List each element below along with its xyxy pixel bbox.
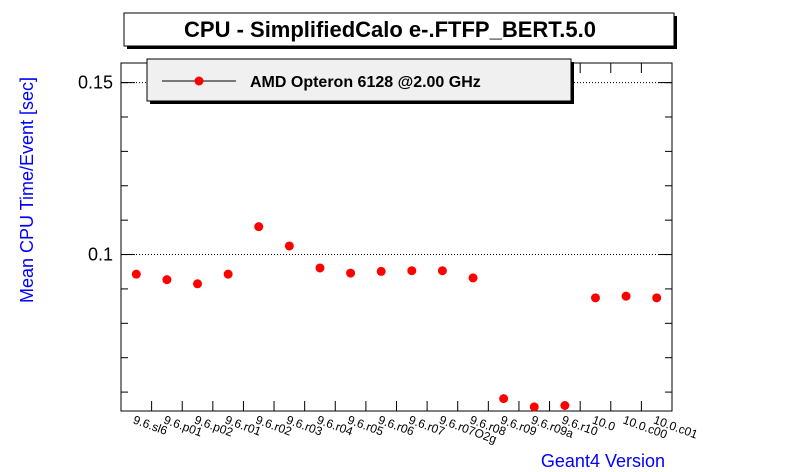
data-point: [437, 266, 447, 276]
data-point: [193, 279, 203, 289]
data-point: [621, 291, 631, 301]
data-point: [315, 263, 325, 273]
data-point: [407, 266, 417, 276]
data-point: [652, 293, 662, 303]
legend-label: AMD Opteron 6128 @2.00 GHz: [250, 74, 481, 91]
plot-frame: [120, 62, 673, 412]
data-point: [499, 394, 509, 404]
y-tick-label: 0.15: [78, 73, 113, 93]
y-axis: 0.1 0.15: [78, 73, 672, 393]
legend-marker: [194, 76, 204, 86]
legend-shadow-right: [571, 62, 574, 104]
x-axis-title: Geant4 Version: [541, 451, 665, 471]
chart-title: CPU - SimplifiedCalo e-.FTFP_BERT.5.0: [184, 17, 596, 42]
series-markers: [131, 222, 662, 412]
data-point: [254, 222, 264, 232]
data-point: [468, 273, 478, 283]
title-box: CPU - SimplifiedCalo e-.FTFP_BERT.5.0: [123, 12, 677, 49]
y-axis-title: Mean CPU Time/Event [sec]: [17, 77, 37, 303]
data-point: [560, 400, 570, 410]
title-frame: [123, 12, 675, 47]
data-point: [529, 402, 539, 412]
legend: AMD Opteron 6128 @2.00 GHz: [146, 58, 574, 104]
data-point: [284, 241, 294, 251]
grid-layer: [121, 82, 672, 256]
data-point: [376, 266, 386, 276]
title-shadow-right: [674, 16, 677, 49]
title-shadow-bottom: [127, 46, 677, 49]
data-point: [590, 293, 600, 303]
data-point: [346, 268, 356, 278]
data-point: [131, 269, 141, 279]
data-point: [162, 275, 172, 285]
y-tick-label: 0.1: [88, 245, 113, 265]
data-point: [223, 269, 233, 279]
legend-shadow-bottom: [150, 101, 574, 104]
